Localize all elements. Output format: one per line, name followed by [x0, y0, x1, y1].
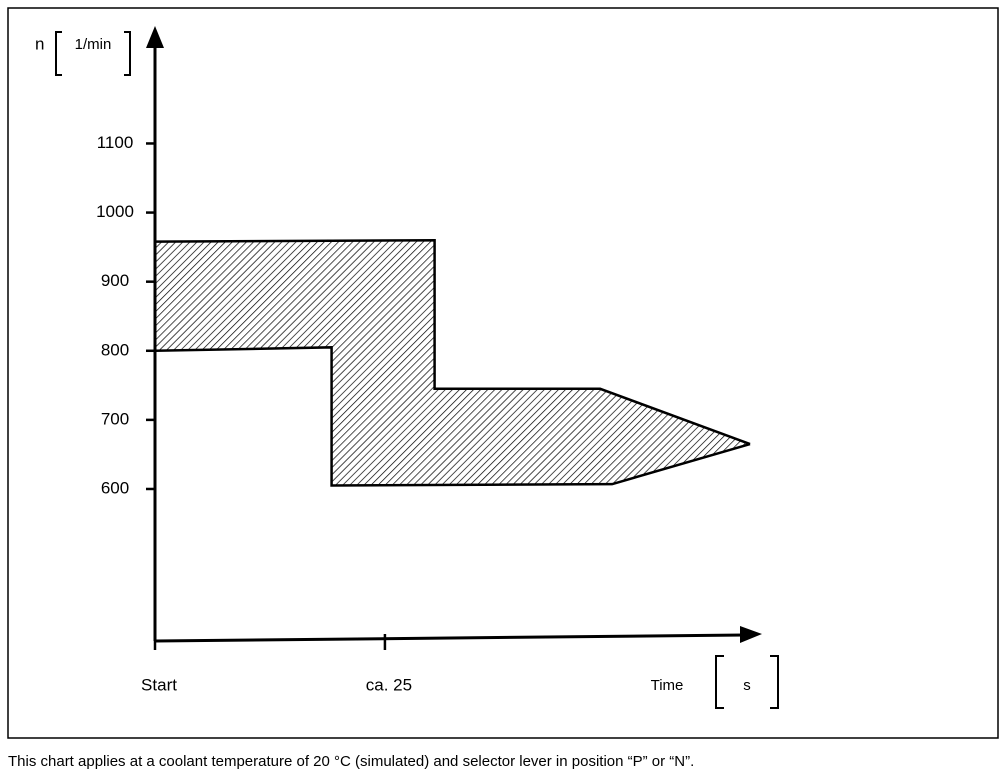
x-unit: s: [743, 677, 751, 694]
bracket: [55, 31, 131, 76]
y-tick-label: 900: [101, 271, 129, 290]
x-tick-label: ca. 25: [366, 675, 412, 694]
y-tick-label: 700: [101, 409, 129, 428]
x-axis: [154, 633, 746, 643]
y-tick-label: 800: [101, 340, 129, 359]
band-edge: [154, 238, 751, 446]
arrow: [146, 26, 164, 48]
caption: This chart applies at a coolant temperat…: [8, 753, 694, 770]
y-label: n: [35, 34, 44, 53]
x-label: Time: [651, 677, 684, 694]
band: [155, 240, 751, 486]
y-tick-label: 600: [101, 478, 129, 497]
bracket: [715, 655, 779, 709]
y-tick-label: 1100: [97, 133, 134, 152]
y-unit: 1/min: [75, 36, 112, 53]
frame: [7, 7, 999, 739]
band-edge: [154, 346, 751, 487]
y-tick-label: 1000: [96, 202, 134, 221]
arrow: [740, 626, 762, 643]
x-tick-label: Start: [141, 675, 177, 694]
